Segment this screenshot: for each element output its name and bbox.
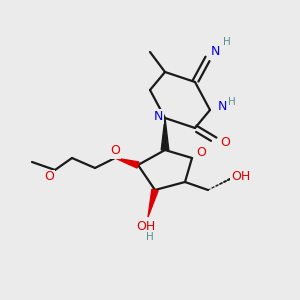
- Text: O: O: [110, 145, 120, 158]
- Text: N: N: [210, 44, 220, 58]
- Text: N: N: [153, 110, 163, 122]
- Text: N: N: [217, 100, 227, 112]
- Polygon shape: [161, 118, 169, 150]
- Text: O: O: [196, 146, 206, 160]
- Text: OH: OH: [136, 220, 156, 233]
- Text: H: H: [228, 97, 236, 107]
- Text: OH: OH: [231, 169, 250, 182]
- Text: H: H: [146, 232, 154, 242]
- Text: H: H: [223, 37, 231, 47]
- Polygon shape: [115, 158, 139, 168]
- Text: O: O: [220, 136, 230, 148]
- Text: O: O: [44, 170, 54, 184]
- Polygon shape: [148, 189, 158, 217]
